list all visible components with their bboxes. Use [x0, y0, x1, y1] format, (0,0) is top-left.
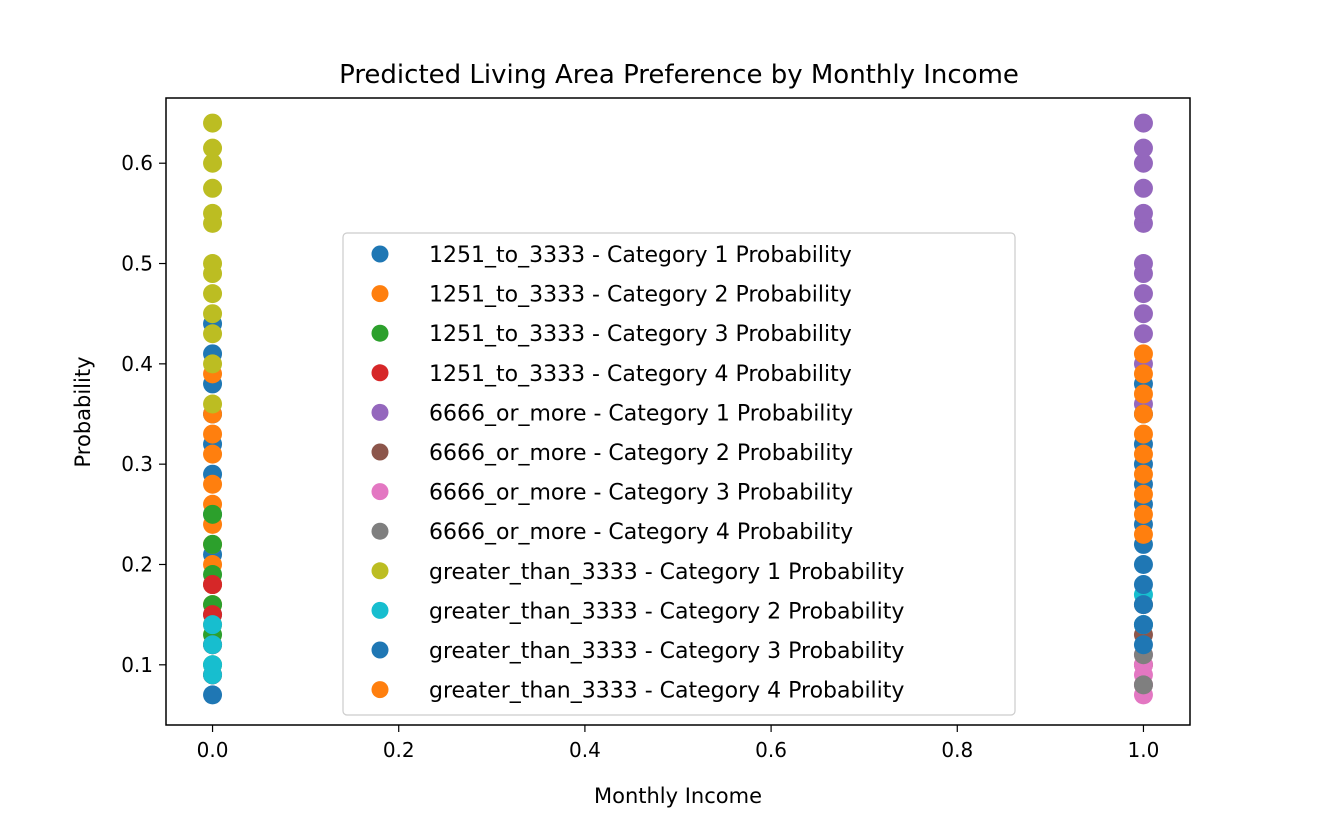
data-point-s9-p3 — [203, 615, 223, 635]
data-point-s8-p3 — [203, 304, 223, 324]
data-point-s8-p12 — [203, 113, 223, 133]
legend-marker-11 — [371, 681, 389, 699]
data-point-s10-p0 — [1133, 635, 1153, 655]
data-point-s10-p3 — [1133, 575, 1153, 595]
data-point-s9-p1 — [203, 655, 223, 675]
legend-marker-6 — [371, 483, 389, 501]
y-tick-label-2: 0.3 — [121, 452, 153, 476]
legend-label-0: 1251_to_3333 - Category 1 Probability — [429, 243, 852, 268]
x-tick-label-3: 0.6 — [755, 738, 787, 762]
data-point-s4-p9 — [1133, 178, 1153, 198]
legend-marker-7 — [371, 522, 389, 540]
plot-area-frame — [165, 97, 1191, 726]
data-point-s10-p2 — [1133, 595, 1153, 615]
data-point-s10-p4 — [1133, 554, 1153, 574]
legend-marker-4 — [371, 403, 389, 421]
legend-marker-2 — [371, 324, 389, 342]
data-point-s11-p4 — [1133, 444, 1153, 464]
x-tick-label-4: 0.8 — [941, 738, 973, 762]
legend-marker-10 — [371, 641, 389, 659]
legend-marker-3 — [371, 364, 389, 382]
legend-box — [342, 232, 1016, 716]
legend-marker-1 — [371, 285, 389, 303]
data-point-s11-p7 — [1133, 384, 1153, 404]
data-point-s4-p2 — [1133, 324, 1153, 344]
legend-label-10: greater_than_3333 - Category 3 Probabili… — [429, 639, 904, 664]
legend-label-2: 1251_to_3333 - Category 3 Probability — [429, 322, 852, 347]
data-point-s8-p1 — [203, 354, 223, 374]
x-tick-label-0: 0.0 — [197, 738, 229, 762]
y-tick-label-1: 0.2 — [121, 552, 153, 576]
data-point-s9-p2 — [203, 635, 223, 655]
legend-label-5: 6666_or_more - Category 2 Probability — [429, 441, 853, 466]
data-point-s2-p4 — [203, 534, 223, 554]
data-point-s8-p11 — [203, 138, 223, 158]
legend-marker-0 — [371, 245, 389, 263]
data-point-s11-p2 — [1133, 484, 1153, 504]
data-point-s3-p3 — [203, 575, 223, 595]
x-tick-label-1: 0.2 — [383, 738, 415, 762]
x-axis-label: Monthly Income — [594, 784, 762, 808]
data-point-s1-p9 — [203, 424, 223, 444]
legend-label-3: 1251_to_3333 - Category 4 Probability — [429, 362, 852, 387]
legend-marker-9 — [371, 601, 389, 619]
y-tick-label-4: 0.5 — [121, 252, 153, 276]
y-tick-label-3: 0.4 — [121, 352, 153, 376]
x-tick-label-2: 0.4 — [569, 738, 601, 762]
data-points — [203, 113, 1153, 705]
data-point-s11-p3 — [1133, 464, 1153, 484]
x-axis-ticks: 0.0 0.2 0.4 0.6 0.8 1.0 — [197, 725, 1160, 762]
legend-items: 1251_to_3333 - Category 1 Probability 125… — [371, 243, 904, 704]
chart-title: Predicted Living Area Preference by Mont… — [339, 60, 1019, 90]
data-point-s8-p8 — [203, 203, 223, 223]
x-tick-label-5: 1.0 — [1128, 738, 1160, 762]
data-point-s4-p6 — [1133, 254, 1153, 274]
data-point-s8-p10 — [203, 153, 223, 173]
y-tick-label-0: 0.1 — [121, 653, 153, 677]
data-point-s11-p6 — [1133, 404, 1153, 424]
legend-label-11: greater_than_3333 - Category 4 Probabili… — [429, 679, 904, 704]
legend-label-8: greater_than_3333 - Category 1 Probabili… — [429, 560, 904, 585]
legend-label-7: 6666_or_more - Category 4 Probability — [429, 520, 853, 545]
data-point-s8-p0 — [203, 394, 223, 414]
data-point-s8-p9 — [203, 178, 223, 198]
data-point-s4-p12 — [1133, 113, 1153, 133]
legend-label-9: greater_than_3333 - Category 2 Probabili… — [429, 599, 904, 624]
data-point-s7-p0 — [1133, 675, 1153, 695]
data-point-s8-p2 — [203, 324, 223, 344]
legend-label-4: 6666_or_more - Category 1 Probability — [429, 401, 853, 426]
legend-marker-8 — [371, 562, 389, 580]
data-point-s4-p4 — [1133, 284, 1153, 304]
legend-label-1: 1251_to_3333 - Category 2 Probability — [429, 283, 852, 308]
legend-marker-5 — [371, 443, 389, 461]
data-point-s8-p6 — [203, 254, 223, 274]
data-point-s1-p8 — [203, 444, 223, 464]
data-point-s10-p1 — [1133, 615, 1153, 635]
y-axis-ticks: 0.1 0.2 0.3 0.4 0.5 0.6 — [121, 151, 166, 677]
data-point-s0-p0 — [203, 685, 223, 705]
data-point-s4-p8 — [1133, 203, 1153, 223]
y-tick-label-5: 0.6 — [121, 151, 153, 175]
y-axis-label: Probability — [71, 356, 95, 467]
data-point-s11-p0 — [1133, 524, 1153, 544]
data-point-s2-p5 — [203, 504, 223, 524]
data-point-s11-p9 — [1133, 344, 1153, 364]
data-point-s4-p10 — [1133, 153, 1153, 173]
data-point-s1-p7 — [203, 474, 223, 494]
data-point-s4-p3 — [1133, 304, 1153, 324]
legend: 1251_to_3333 - Category 1 Probability 125… — [342, 232, 1016, 716]
data-point-s8-p4 — [203, 284, 223, 304]
data-point-s11-p8 — [1133, 364, 1153, 384]
data-point-s4-p11 — [1133, 138, 1153, 158]
data-point-s11-p5 — [1133, 424, 1153, 444]
data-point-s11-p1 — [1133, 504, 1153, 524]
legend-label-6: 6666_or_more - Category 3 Probability — [429, 481, 853, 506]
